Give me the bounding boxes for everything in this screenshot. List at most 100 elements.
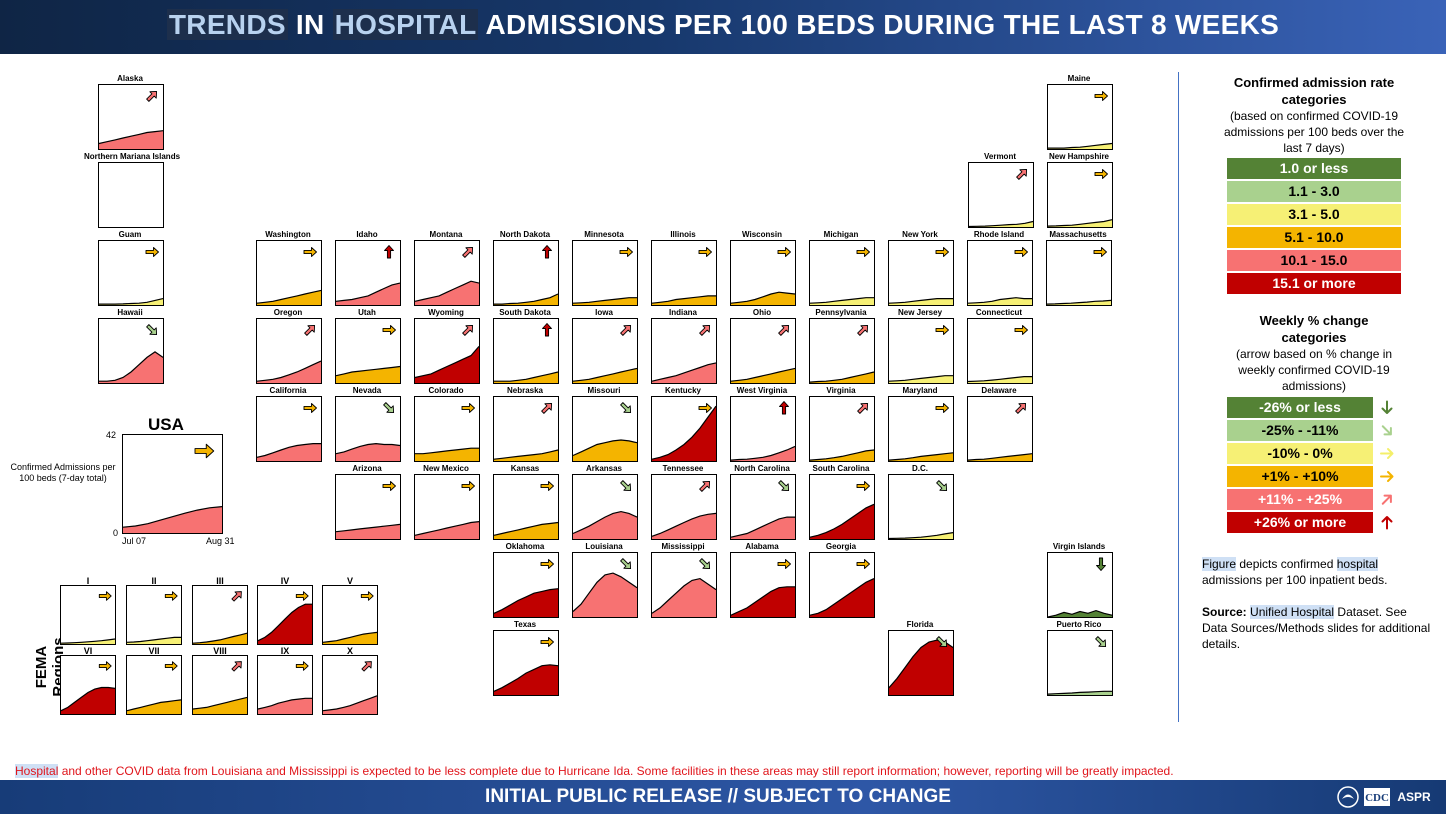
rate-legend-title: Confirmed admission rate categories bbox=[1233, 75, 1395, 107]
fema-chart-region-x bbox=[322, 655, 378, 715]
state-plot-north-carolina bbox=[730, 516, 795, 539]
fema-plot-region-viii bbox=[192, 696, 248, 714]
state-name-massachusetts: Massachusetts bbox=[1049, 230, 1107, 239]
state-chart-nebraska bbox=[493, 396, 559, 462]
fema-tile-region-v: V bbox=[322, 576, 378, 646]
state-name-oregon: Oregon bbox=[273, 308, 303, 317]
fema-plot-region-vii bbox=[126, 699, 182, 714]
state-chart-colorado bbox=[414, 396, 480, 462]
arrow-icon-vermont bbox=[1016, 168, 1028, 180]
state-plot-missouri bbox=[572, 439, 638, 461]
state-plot-alaska bbox=[98, 130, 164, 149]
arrow-icon-south-carolina bbox=[856, 481, 870, 491]
state-north-dakota-line bbox=[494, 293, 559, 305]
arrow-icon-virgin-islands bbox=[1096, 557, 1106, 571]
fema-region-vii-area bbox=[127, 699, 181, 714]
arrow-icon-north-carolina bbox=[778, 480, 790, 492]
arrow-icon-region-iv bbox=[295, 591, 309, 601]
change-legend-item-1: -26% or less bbox=[1227, 397, 1373, 418]
arrow-icon-south-dakota bbox=[542, 323, 552, 337]
state-chart-north-dakota bbox=[493, 240, 559, 306]
state-name-louisiana: Louisiana bbox=[585, 542, 623, 551]
arrow-icon-arkansas bbox=[620, 480, 632, 492]
state-arkansas-line bbox=[572, 510, 638, 535]
state-tile-delaware: Delaware bbox=[965, 386, 1033, 464]
state-pennsylvania-line bbox=[809, 371, 875, 383]
state-tile-new-hampshire: New Hampshire bbox=[1045, 152, 1113, 230]
state-west-virginia-area bbox=[731, 446, 795, 461]
hhs-eagle-icon bbox=[1342, 794, 1354, 799]
state-plot-arkansas bbox=[572, 510, 638, 539]
state-tennessee-area bbox=[652, 513, 716, 539]
state-connecticut-line bbox=[967, 376, 1032, 383]
state-chart-new-york bbox=[888, 240, 954, 306]
arrow-icon-minnesota bbox=[619, 247, 633, 257]
state-nevada-area bbox=[336, 443, 400, 461]
state-chart-louisiana bbox=[572, 552, 638, 618]
state-michigan-line bbox=[809, 297, 874, 304]
state-chart-texas bbox=[493, 630, 559, 696]
state-plot-arizona bbox=[335, 523, 401, 539]
state-name-michigan: Michigan bbox=[823, 230, 859, 239]
state-wyoming-area bbox=[415, 346, 479, 383]
state-colorado-area bbox=[415, 448, 479, 461]
state-tile-vermont: Vermont bbox=[966, 152, 1034, 230]
arrow-icon-puerto-rico bbox=[1095, 636, 1107, 648]
state-plot-pennsylvania bbox=[809, 371, 875, 383]
state-frame-michigan bbox=[809, 240, 875, 306]
arrow-icon-maryland bbox=[935, 403, 949, 413]
arrow-icon-washington bbox=[303, 247, 317, 257]
fema-region-ii-area bbox=[127, 637, 181, 644]
state-chart-oklahoma bbox=[493, 552, 559, 618]
state-puerto-rico-line bbox=[1047, 690, 1112, 695]
arrow-icon-illinois bbox=[698, 247, 712, 257]
title-text-rest: ADMISSIONS PER 100 BEDS DURING THE LAST … bbox=[478, 9, 1280, 40]
fema-name-region-x: X bbox=[346, 646, 353, 656]
state-plot-delaware bbox=[967, 453, 1033, 461]
state-chart-vermont bbox=[968, 162, 1034, 228]
state-new-york-area bbox=[889, 298, 953, 305]
state-missouri-area bbox=[573, 440, 637, 461]
state-chart-massachusetts bbox=[1046, 240, 1112, 306]
change-legend-item-3: -10% - 0% bbox=[1227, 443, 1373, 464]
hhs-logo-icon bbox=[1337, 786, 1359, 808]
state-tile-iowa: Iowa bbox=[570, 308, 638, 386]
state-name-guam: Guam bbox=[118, 230, 142, 239]
state-plot-ohio bbox=[730, 367, 796, 383]
state-name-ohio: Ohio bbox=[752, 308, 772, 317]
state-texas-area bbox=[494, 664, 558, 695]
fema-name-region-v: V bbox=[346, 576, 353, 586]
state-chart-alaska bbox=[98, 84, 164, 150]
arrow-icon-new-jersey bbox=[935, 325, 949, 335]
arrow-icon-massachusetts bbox=[1093, 247, 1107, 257]
fema-region-vi-line bbox=[60, 686, 116, 712]
state-tile-michigan: Michigan bbox=[807, 230, 875, 308]
state-ohio-line bbox=[730, 367, 796, 382]
arrow-icon-pennsylvania bbox=[857, 324, 869, 336]
fema-plot-region-i bbox=[60, 638, 116, 644]
state-plot-nevada bbox=[335, 442, 401, 461]
state-name-indiana: Indiana bbox=[668, 308, 697, 317]
state-nevada-line bbox=[335, 442, 401, 455]
state-virgin-islands-area bbox=[1048, 610, 1112, 617]
state-chart-iowa bbox=[572, 318, 638, 384]
change-legend-arrow-6 bbox=[1381, 516, 1393, 530]
state-d-c-line bbox=[888, 532, 954, 540]
state-tile-north-dakota: North Dakota bbox=[491, 230, 559, 308]
state-name-rhode-island: Rhode Island bbox=[973, 230, 1025, 239]
fema-region-viii-line bbox=[192, 696, 248, 710]
source-text: Dataset. See Data Sources/Methods slides… bbox=[1202, 605, 1431, 651]
state-chart-utah bbox=[335, 318, 401, 384]
state-tile-d-c: D.C. bbox=[886, 464, 954, 542]
state-chart-pennsylvania bbox=[809, 318, 875, 384]
state-tile-ohio: Ohio bbox=[728, 308, 796, 386]
state-maine-area bbox=[1048, 143, 1112, 149]
state-name-west-virginia: West Virginia bbox=[736, 386, 788, 395]
arrow-icon-indiana bbox=[699, 324, 711, 336]
state-illinois-line bbox=[651, 295, 716, 304]
arrow-icon-new-york bbox=[935, 247, 949, 257]
state-chart-oregon bbox=[256, 318, 322, 384]
state-chart-puerto-rico bbox=[1047, 630, 1113, 696]
arrow-icon-guam bbox=[145, 247, 159, 257]
state-alaska-area bbox=[99, 130, 163, 149]
